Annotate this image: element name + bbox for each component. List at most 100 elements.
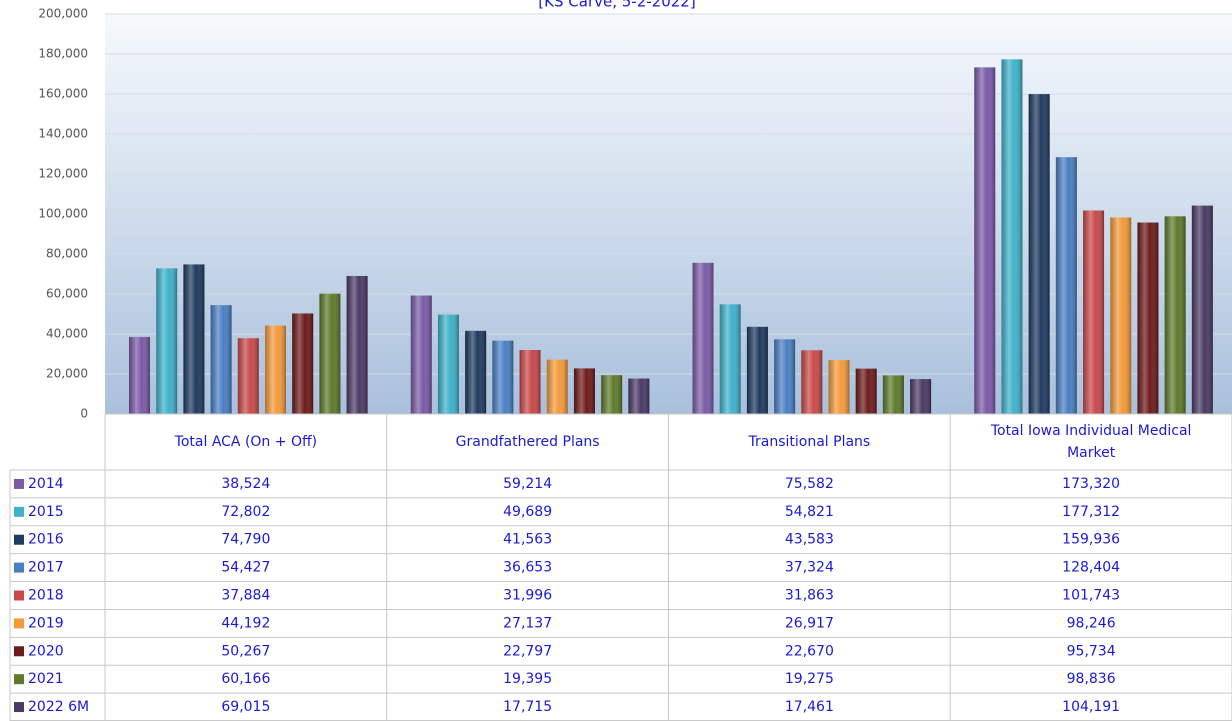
bar-shine <box>183 264 205 414</box>
bar-shine <box>519 350 541 414</box>
table-cell: 98,246 <box>1067 615 1116 631</box>
table-cell: 75,582 <box>785 476 834 492</box>
table-cell: 43,583 <box>785 532 834 548</box>
legend-swatch <box>14 702 24 713</box>
y-tick-label: 200,000 <box>38 7 88 21</box>
bar-shine <box>292 313 314 414</box>
bar-shine <box>319 293 341 414</box>
legend-label: 2022 6M <box>28 699 89 715</box>
x-tick-label: Total ACA (On + Off) <box>174 434 317 450</box>
bar-shine <box>1137 222 1159 414</box>
bar-shine <box>156 268 178 414</box>
table-cell: 27,137 <box>503 615 552 631</box>
table-cell: 104,191 <box>1062 699 1120 715</box>
bar-shine <box>910 379 932 414</box>
bar-shine <box>882 375 904 414</box>
table-cell: 101,743 <box>1062 588 1120 604</box>
legend-label: 2020 <box>28 643 64 659</box>
table-cell: 31,996 <box>503 588 552 604</box>
table-cell: 31,863 <box>785 588 834 604</box>
y-tick-label: 40,000 <box>46 327 88 341</box>
bar-shine <box>855 368 877 414</box>
table-cell: 22,797 <box>503 643 552 659</box>
table-cell: 159,936 <box>1062 532 1120 548</box>
table-cell: 19,275 <box>785 671 834 687</box>
table-cell: 59,214 <box>503 476 552 492</box>
legend-swatch <box>14 646 24 657</box>
y-tick-label: 0 <box>80 407 88 421</box>
table-cell: 50,267 <box>221 643 270 659</box>
subtitle: [KS Carve, 5-2-2022] <box>538 0 695 11</box>
bar-shine <box>465 330 487 414</box>
legend-swatch <box>14 534 24 545</box>
legend-label: 2015 <box>28 504 64 520</box>
table-cell: 37,884 <box>221 588 270 604</box>
table-cell: 95,734 <box>1067 643 1116 659</box>
legend-label: 2014 <box>28 476 64 492</box>
bar-shine <box>346 275 368 414</box>
y-tick-label: 120,000 <box>38 167 88 181</box>
table-cell: 177,312 <box>1062 504 1120 520</box>
bar-shine <box>1055 157 1077 414</box>
table-cell: 44,192 <box>221 615 270 631</box>
table-cell: 26,917 <box>785 615 834 631</box>
bar-shine <box>1191 205 1213 414</box>
table-cell: 54,427 <box>221 560 270 576</box>
y-tick-label: 80,000 <box>46 247 88 261</box>
bar-shine <box>237 338 259 414</box>
y-tick-label: 100,000 <box>38 207 88 221</box>
bar-shine <box>1083 210 1105 414</box>
legend-label: 2016 <box>28 532 64 548</box>
y-tick-label: 160,000 <box>38 87 88 101</box>
bar-shine <box>410 295 432 414</box>
table-cell: 38,524 <box>221 476 270 492</box>
legend-swatch <box>14 618 24 629</box>
legend-swatch <box>14 478 24 489</box>
bar-shine <box>492 340 514 414</box>
x-tick-label: Grandfathered Plans <box>456 434 600 450</box>
table-cell: 60,166 <box>221 671 270 687</box>
y-tick-label: 140,000 <box>38 127 88 141</box>
bar-shine <box>828 360 850 414</box>
table-cell: 128,404 <box>1062 560 1120 576</box>
bar-shine <box>129 336 150 414</box>
y-tick-label: 60,000 <box>46 287 88 301</box>
bar-shine <box>1001 59 1023 414</box>
table-cell: 72,802 <box>221 504 270 520</box>
bar-shine <box>628 378 650 414</box>
bar-shine <box>774 339 796 414</box>
y-tick-label: 180,000 <box>38 47 88 61</box>
table-cell: 74,790 <box>221 532 270 548</box>
table-cell: 17,715 <box>503 699 552 715</box>
x-tick-label-line: Total Iowa Individual Medical <box>990 423 1192 439</box>
bar-shine <box>801 350 823 414</box>
table-cell: 49,689 <box>503 504 552 520</box>
bar-shine <box>601 375 623 414</box>
bar-shine <box>1028 94 1050 415</box>
bar-shine <box>265 325 286 414</box>
legend-label: 2017 <box>28 560 64 576</box>
table-cell: 173,320 <box>1062 476 1120 492</box>
bar-shine <box>1110 217 1132 414</box>
bar-shine <box>692 262 714 414</box>
table-cell: 41,563 <box>503 532 552 548</box>
table-cell: 54,821 <box>785 504 834 520</box>
table-cell: 19,395 <box>503 671 552 687</box>
bar-shine <box>210 305 232 414</box>
bar-shine <box>719 304 741 414</box>
legend-swatch <box>14 506 24 517</box>
x-tick-label: Total Iowa Individual Medical Market <box>990 423 1192 461</box>
table-cell: 98,836 <box>1067 671 1116 687</box>
table-cell: 17,461 <box>785 699 834 715</box>
bar-shine <box>546 359 568 414</box>
y-tick-label: 20,000 <box>46 367 88 381</box>
legend-label: 2019 <box>28 615 64 631</box>
table-cell: 69,015 <box>221 699 270 715</box>
legend-swatch <box>14 590 24 601</box>
legend-label: 2021 <box>28 671 64 687</box>
table-cell: 22,670 <box>785 643 834 659</box>
bar-shine <box>974 67 996 415</box>
table-cell: 37,324 <box>785 560 834 576</box>
bar-shine <box>1164 216 1186 414</box>
